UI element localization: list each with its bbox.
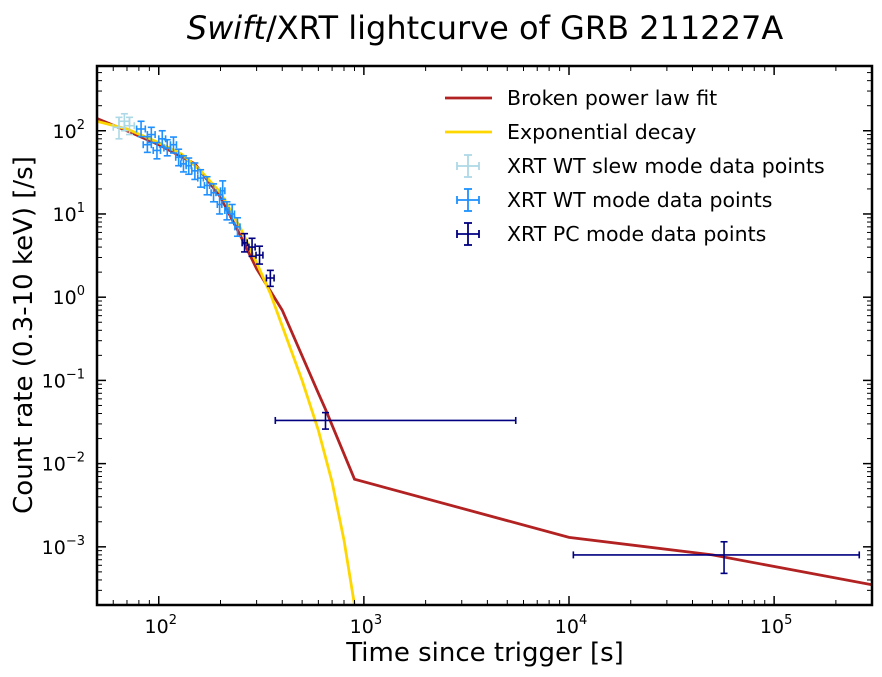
data-point [196,168,205,188]
chart-title: Swift/XRT lightcurve of GRB 211227A [187,9,784,47]
data-point [123,116,136,136]
data-point [169,136,178,154]
y-tick-label: 10−1 [42,367,85,392]
data-point [255,245,264,265]
data-point [233,216,241,238]
data-point [248,237,256,258]
chart-title-italic: Swift [187,9,268,47]
data-point [210,183,218,203]
legend-entry: XRT WT slew mode data points [456,154,825,178]
x-tick-label: 102 [145,613,177,638]
y-tick-label: 102 [53,118,85,143]
y-axis-label: Count rate (0.3-10 keV) [/s] [9,156,39,514]
x-tick-label: 103 [350,613,382,638]
data-point [152,141,162,160]
x-tick-label: 105 [760,613,792,638]
chart-title-rest: /XRT lightcurve of GRB 211227A [266,9,783,47]
legend-entry: XRT PC mode data points [456,222,766,246]
data-point [135,120,147,138]
legend-label: Exponential decay [507,120,696,144]
legend-label: Broken power law fit [507,86,717,110]
legend-entry: Broken power law fit [445,86,717,110]
axis-ticks: 102 103 104 105 10−3 10−2 10−1 100 101 102 [42,65,873,638]
data-point [228,203,236,224]
legend: Broken power law fit Exponential decay XRT… [445,86,825,246]
data-point [219,180,227,201]
legend-label: XRT PC mode data points [507,222,766,246]
data-point [203,175,211,196]
data-point [274,411,517,430]
x-tick-label: 104 [555,613,587,638]
data-points [112,112,861,575]
plot-frame [95,64,874,607]
legend-entry: Exponential decay [445,120,696,144]
data-point [572,540,861,575]
y-tick-label: 10−2 [42,451,85,476]
legend-entry: XRT WT mode data points [456,188,772,212]
data-point [223,201,231,221]
y-tick-label: 101 [53,201,85,226]
data-point [265,269,275,288]
data-point [241,232,249,253]
fit-line-1 [97,119,356,605]
legend-label: XRT WT mode data points [507,188,772,212]
y-tick-label: 10−3 [42,534,85,559]
y-tick-label: 100 [53,284,85,309]
data-point [216,193,224,215]
legend-label: XRT WT slew mode data points [507,154,825,178]
x-axis-label: Time since trigger [s] [345,638,624,668]
